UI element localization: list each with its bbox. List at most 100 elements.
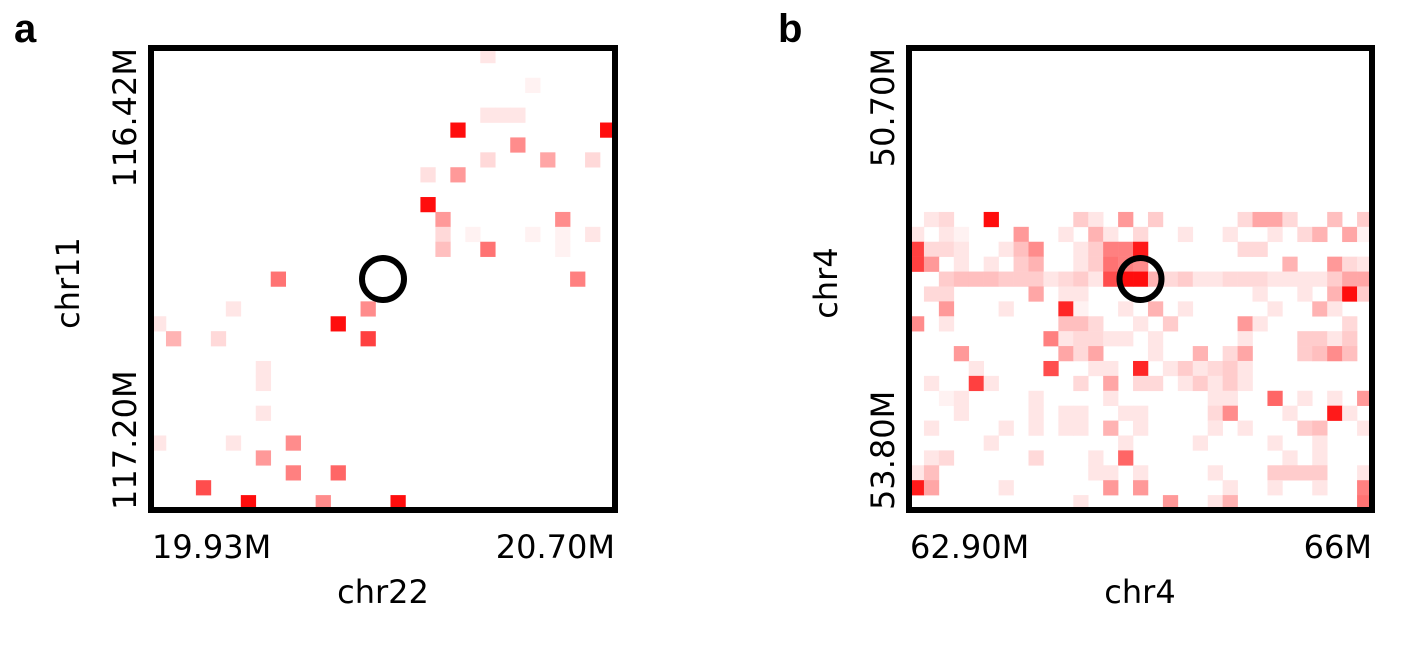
heatmap-cell-b-203 [1028,450,1044,466]
heatmap-cell-b-146 [1177,360,1194,377]
heatmap-cell-a-29 [330,316,346,332]
heatmap-cell-b-202 [938,450,955,466]
heatmap-cell-a-39 [255,450,272,466]
heatmap-cell-b-20 [1133,226,1149,243]
heatmap-cell-b-129 [1058,346,1074,362]
heatmap-cell-a-43 [240,495,257,511]
heatmap-cell-b-113 [1237,316,1253,332]
heatmap-cell-b-231 [1222,495,1238,511]
heatmap-cell-b-227 [1357,480,1373,496]
heatmap-cell-b-185 [998,420,1014,436]
heatmap-cell-b-96 [938,301,955,317]
plot-frame-b [906,45,1375,513]
heatmap-cell-b-119 [1088,331,1104,347]
heatmap-cell-b-128 [953,346,970,362]
heatmap-cell-b-220 [923,480,940,496]
heatmap-cell-b-137 [1312,346,1328,362]
heatmap-cell-b-100 [1118,301,1134,317]
heatmap-cell-b-121 [1118,331,1134,347]
heatmap-cell-b-63 [1028,271,1044,287]
heatmap-cell-b-42 [909,256,925,272]
x-tick-b-0: 62.90M [910,528,1029,566]
heatmap-cell-b-138 [1327,346,1343,362]
heatmap-cell-b-56 [1357,256,1373,272]
heatmap-cell-b-125 [1312,331,1328,347]
heatmap-cell-b-55 [1342,256,1358,272]
heatmap-cell-b-36 [1088,241,1104,257]
heatmap-cell-b-33 [1013,241,1029,257]
heatmap-cell-b-40 [1237,241,1253,257]
heatmap-cell-b-139 [1342,346,1358,362]
heatmap-cell-b-72 [1162,271,1179,287]
heatmap-cell-b-2 [983,211,999,228]
heatmap-cell-b-80 [1282,271,1298,287]
heatmap-cell-b-21 [1177,226,1194,243]
heatmap-cell-b-17 [1058,226,1074,243]
heatmap-cell-b-208 [909,465,925,481]
heatmap-cell-a-35 [255,405,272,421]
heatmap-cell-b-43 [923,256,940,272]
heatmap-cell-a-38 [285,435,301,451]
heatmap-cell-b-30 [938,241,955,257]
heatmap-cell-b-145 [1162,360,1179,377]
heatmap-cell-b-170 [1297,390,1313,406]
heatmap-cell-b-18 [1088,226,1104,243]
heatmap-cell-b-91 [1252,286,1268,302]
heatmap-cell-a-8 [480,152,496,168]
heatmap-cell-b-62 [1013,271,1029,287]
heatmap-cell-b-205 [1118,450,1134,466]
highlight-circle-a [359,255,407,303]
heatmap-cell-b-169 [1267,390,1283,406]
heatmap-cell-b-133 [1192,346,1209,362]
heatmap-cell-b-214 [1267,465,1283,481]
panel-label-b: b [778,7,802,51]
heatmap-cell-a-22 [480,241,496,257]
heatmap-cell-b-66 [1073,271,1089,287]
heatmap-cell-b-29 [923,241,940,257]
heatmap-cell-b-183 [1342,405,1358,421]
heatmap-cell-b-15 [953,226,970,243]
heatmap-cell-b-149 [1222,360,1238,377]
heatmap-cell-b-216 [1297,465,1313,481]
heatmap-cell-b-162 [1237,375,1253,392]
heatmap-cell-b-9 [1267,211,1283,228]
heatmap-cell-b-4 [1088,211,1104,228]
heatmap-cell-b-212 [1133,465,1149,481]
heatmap-cell-b-1 [938,211,955,228]
heatmap-cell-b-90 [1073,286,1089,302]
heatmap-cell-b-166 [1103,390,1119,406]
heatmap-cell-b-215 [1282,465,1298,481]
heatmap-cell-b-210 [1088,465,1104,481]
heatmap-cell-a-45 [390,495,406,511]
heatmap-cell-b-173 [953,405,970,421]
heatmap-cell-b-148 [1207,360,1223,377]
heatmap-cell-b-217 [1312,465,1328,481]
panel-b: b 62.90M 66M chr4 50.70M 53.80M chr4 [778,7,1375,611]
heatmap-cell-b-155 [1103,375,1119,392]
heatmap-cell-b-140 [968,360,984,377]
heatmap-cell-b-130 [1073,346,1089,362]
heatmap-cell-b-132 [1147,346,1164,362]
heatmap-cell-b-14 [938,226,955,243]
heatmap-cell-a-26 [225,301,242,317]
heatmap-cell-b-23 [1267,226,1283,243]
heatmap-cell-b-200 [1312,435,1328,451]
heatmap-cell-b-177 [1118,405,1134,421]
heatmap-cell-b-103 [1267,301,1283,317]
heatmap-cell-b-38 [1118,241,1134,257]
heatmap-cell-b-112 [1162,316,1179,332]
heatmap-cell-a-37 [225,435,242,451]
heatmap-cell-b-46 [1013,256,1029,272]
heatmap-cell-b-82 [1312,271,1328,287]
heatmap-cell-b-97 [998,301,1014,317]
heatmap-cell-b-65 [1058,271,1074,287]
heatmap-cell-b-76 [1222,271,1238,287]
heatmap-cell-b-99 [1073,301,1089,317]
heatmap-cell-b-124 [1297,331,1313,347]
heatmap-cell-b-26 [1342,226,1358,243]
heatmap-cell-b-230 [1207,495,1223,511]
y-tick-b-1: 53.80M [864,391,902,510]
heatmap-cell-b-81 [1297,271,1313,287]
heatmap-cell-b-73 [1177,271,1194,287]
heatmap-cell-b-232 [1357,495,1373,511]
